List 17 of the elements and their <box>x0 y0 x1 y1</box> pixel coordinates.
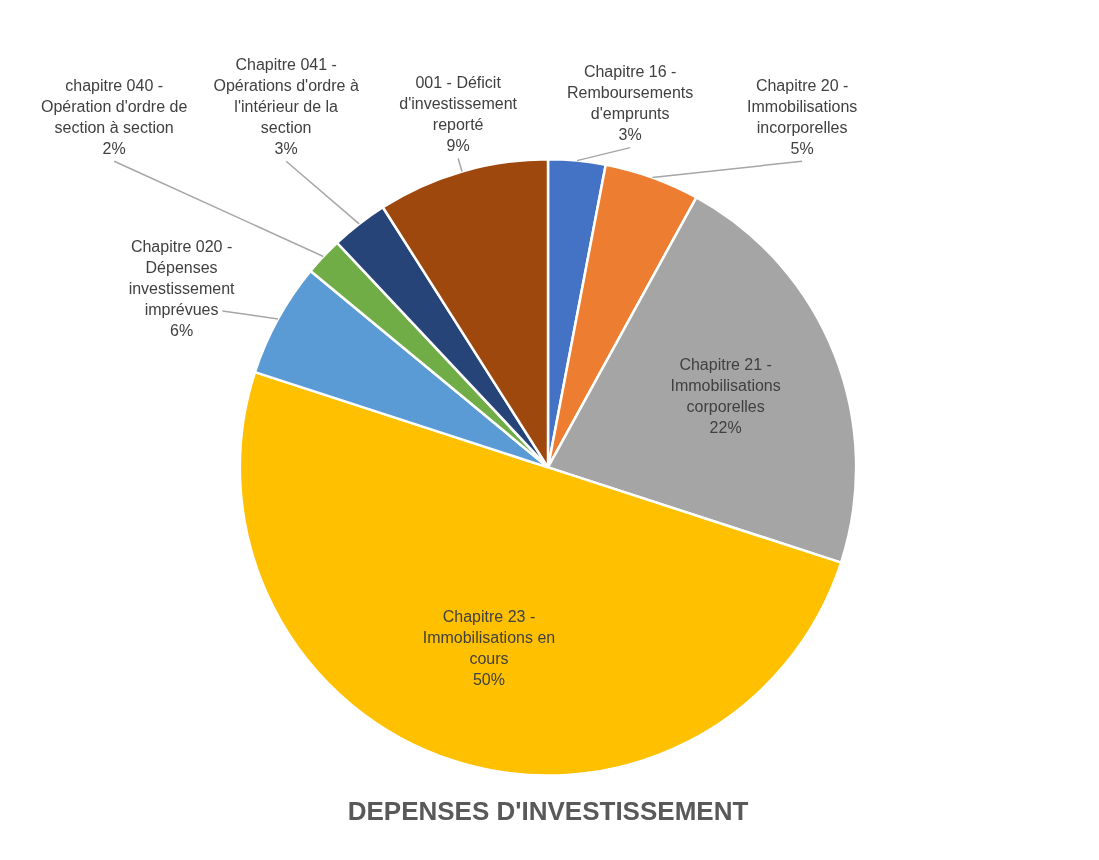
data-label: 3% <box>274 139 298 157</box>
data-label: 50% <box>472 671 505 689</box>
data-label: 2% <box>102 139 126 157</box>
data-label: 5% <box>790 139 814 157</box>
slice-label: chapitre 040 - Opération d'ordre de section à section <box>41 76 188 136</box>
data-label: 22% <box>709 418 742 436</box>
text: DEPENSES D'INVESTISSEMENT <box>347 795 749 826</box>
slice-label: 001 - Déficit d'investissement reporté <box>399 73 518 133</box>
slice-label: Chapitre 21 - Immobilisations corporelles <box>670 355 781 415</box>
slice-label: Chapitre 16 - Remboursements d'emprunts <box>567 63 694 123</box>
data-label: 6% <box>170 322 194 340</box>
slice-label: Chapitre 20 - Immobilisations incorporelles <box>747 76 858 136</box>
slice-label: Chapitre 020 - Dépenses investissement imprévues <box>128 238 236 319</box>
data-label: 3% <box>618 126 642 144</box>
data-label: 9% <box>446 136 470 154</box>
slice-label: Chapitre 23 - Immobilisations en cours <box>422 608 556 668</box>
slice-label: Chapitre 041 - Opérations d'ordre à l'intérieur de la section <box>213 55 359 136</box>
